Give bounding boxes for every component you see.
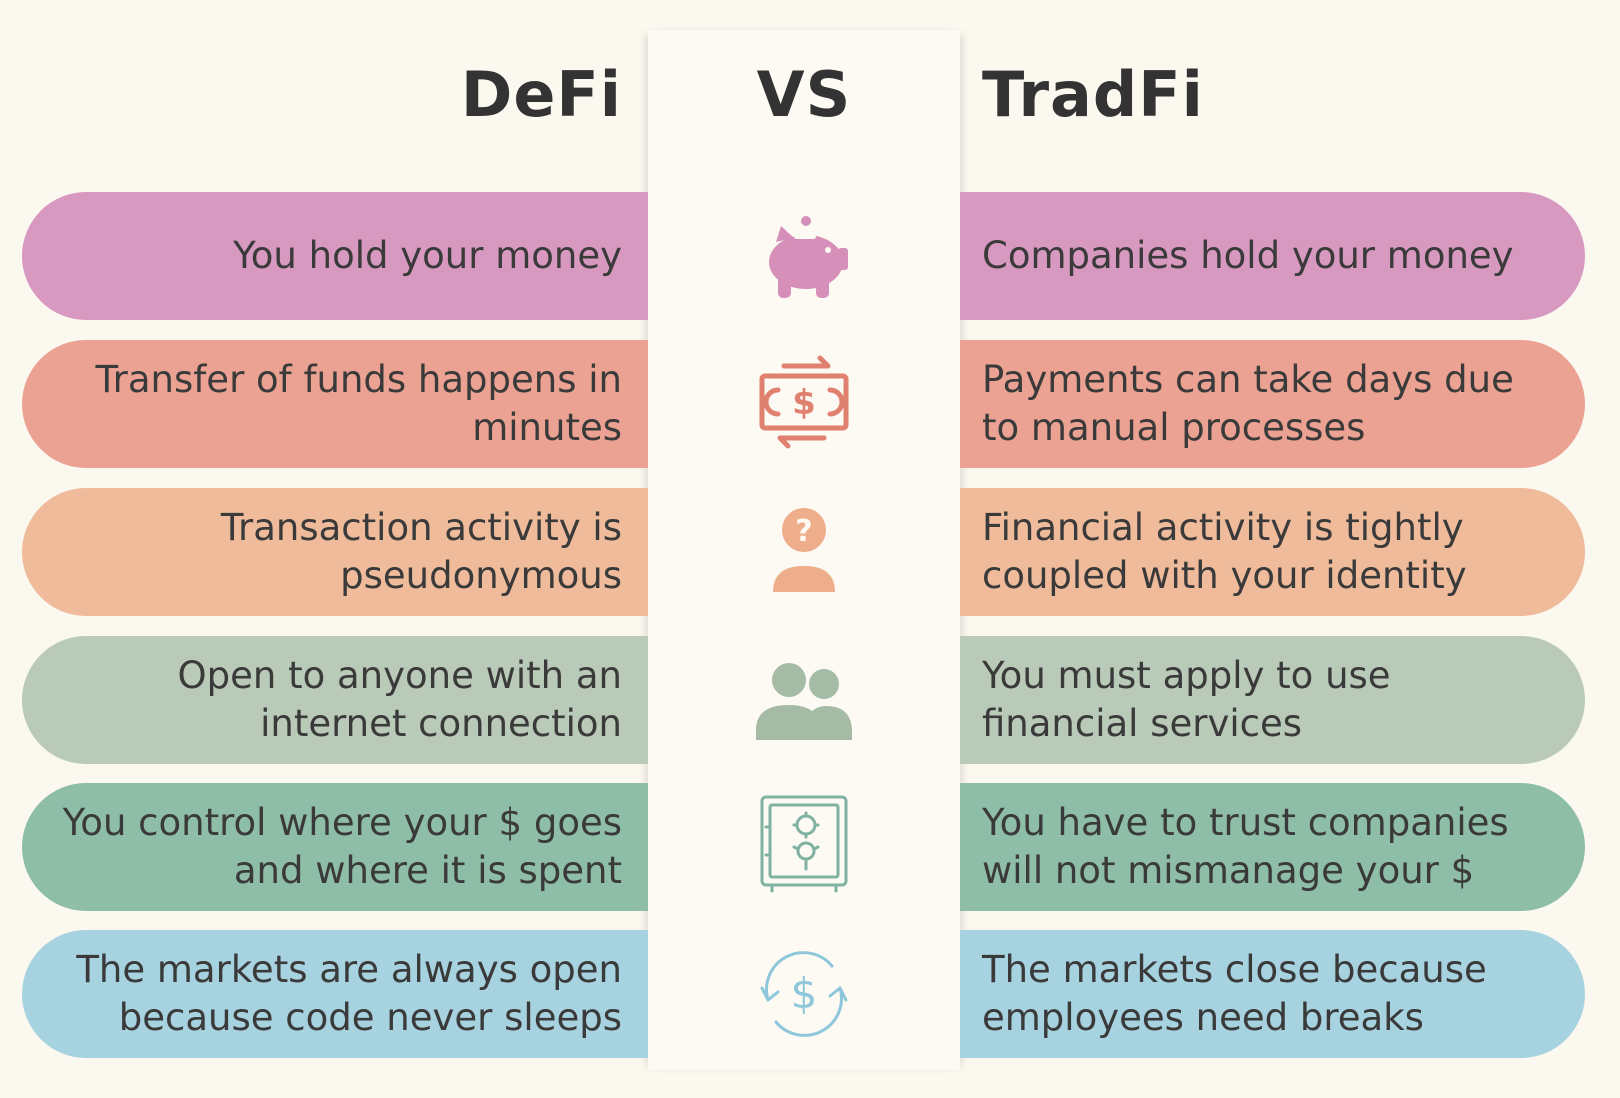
anonymous-user-icon: ? [754, 500, 854, 600]
defi-row-2: Transfer of funds happens in minutes [22, 340, 648, 468]
tradfi-row-2: Payments can take days due to manual pro… [960, 340, 1585, 468]
tradfi-row-1: Companies hold your money [960, 192, 1585, 320]
money-transfer-icon: $ [754, 352, 854, 452]
svg-text:$: $ [791, 969, 818, 1018]
safe-icon [754, 795, 854, 895]
defi-row-3: Transaction activity is pseudonymous [22, 488, 648, 616]
tradfi-row-2-text: Payments can take days due to manual pro… [982, 358, 1514, 449]
defi-row-6: The markets are always open because code… [22, 930, 648, 1058]
svg-text:$: $ [792, 383, 816, 423]
defi-row-6-text: The markets are always open because code… [76, 948, 622, 1039]
defi-row-1: You hold your money [22, 192, 648, 320]
dollar-cycle-icon: $ [754, 944, 854, 1044]
defi-row-4: Open to anyone with an internet connecti… [22, 636, 648, 764]
defi-heading: DeFi [460, 58, 622, 131]
tradfi-row-4-text: You must apply to use financial services [982, 654, 1391, 745]
tradfi-row-5: You have to trust companies will not mis… [960, 783, 1585, 911]
tradfi-row-1-text: Companies hold your money [982, 234, 1514, 277]
defi-row-4-text: Open to anyone with an internet connecti… [177, 654, 622, 745]
defi-row-1-text: You hold your money [233, 234, 622, 277]
tradfi-row-3: Financial activity is tightly coupled wi… [960, 488, 1585, 616]
tradfi-row-6-text: The markets close because employees need… [982, 948, 1487, 1039]
piggy-bank-icon [754, 206, 854, 306]
defi-row-5: You control where your $ goes and where … [22, 783, 648, 911]
defi-row-3-text: Transaction activity is pseudonymous [220, 506, 622, 597]
tradfi-row-5-text: You have to trust companies will not mis… [982, 801, 1509, 892]
svg-text:?: ? [795, 514, 812, 549]
tradfi-heading: TradFi [982, 58, 1204, 131]
tradfi-row-4: You must apply to use financial services [960, 636, 1585, 764]
users-icon [754, 650, 854, 750]
vs-heading: VS [756, 58, 852, 131]
defi-row-5-text: You control where your $ goes and where … [62, 801, 622, 892]
tradfi-row-6: The markets close because employees need… [960, 930, 1585, 1058]
tradfi-row-3-text: Financial activity is tightly coupled wi… [982, 506, 1467, 597]
defi-row-2-text: Transfer of funds happens in minutes [95, 358, 623, 449]
